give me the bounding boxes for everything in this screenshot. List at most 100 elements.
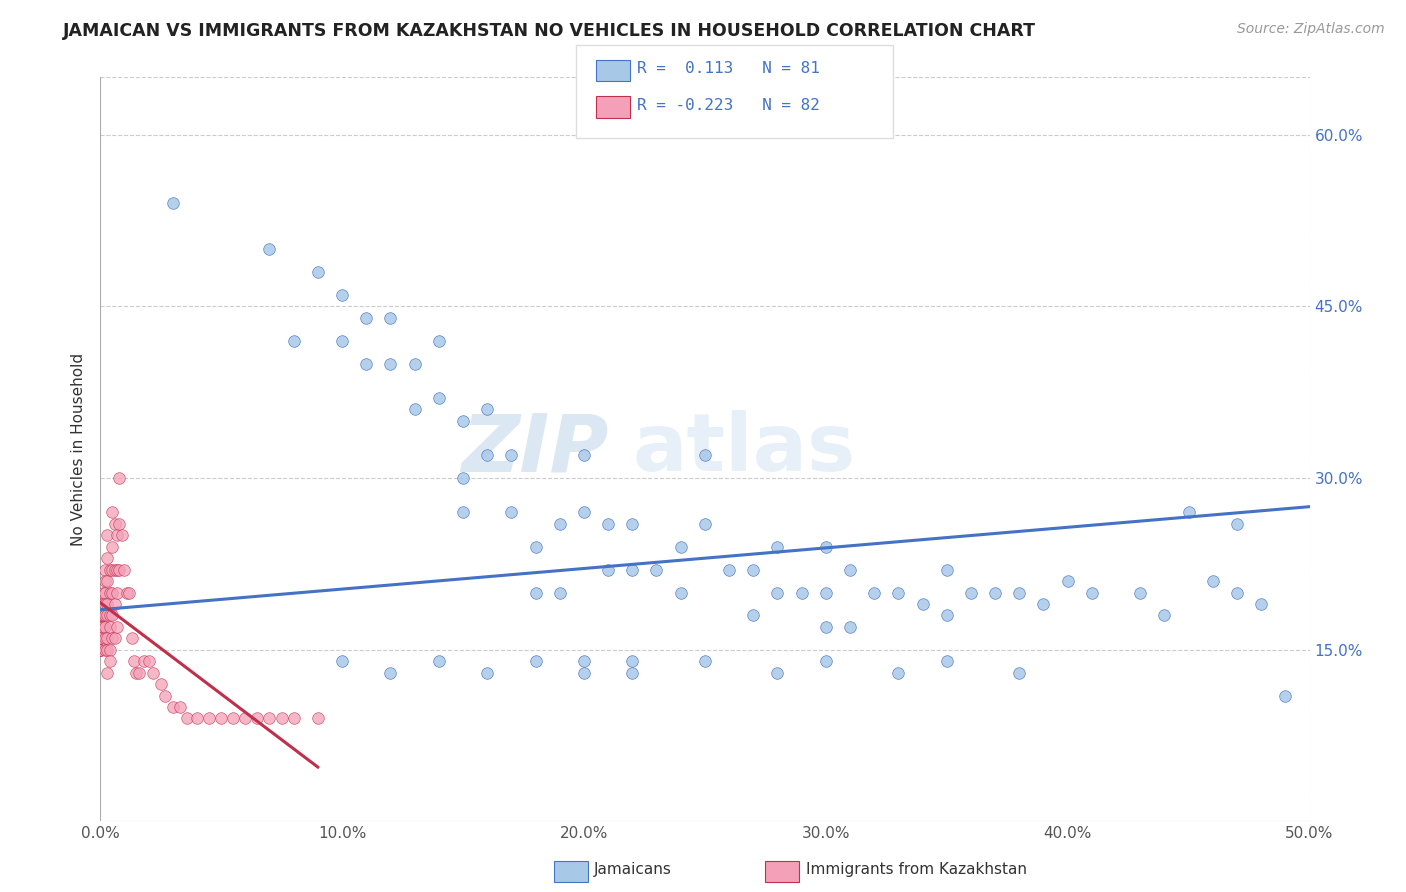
Point [645,563,668,577]
Point [89,642,111,657]
Point [669,585,692,599]
Point [89,632,111,646]
Point [307,265,329,279]
Point [105,620,128,634]
Point [451,471,474,485]
Point [1177,505,1199,519]
Point [572,448,595,462]
Point [96,597,118,611]
Point [162,196,184,211]
Point [330,334,353,348]
Point [105,528,128,542]
Point [1250,597,1272,611]
Y-axis label: No Vehicles in Household: No Vehicles in Household [72,353,86,546]
Point [766,585,789,599]
Point [162,700,184,714]
Point [427,334,450,348]
Point [96,528,118,542]
Point [94,585,117,599]
Point [89,642,111,657]
Point [94,632,117,646]
Point [1129,585,1152,599]
Point [91,597,114,611]
Point [1226,516,1249,531]
Point [111,528,134,542]
Point [404,402,426,417]
Point [451,414,474,428]
Point [155,689,177,703]
Text: ZIP: ZIP [461,410,607,489]
Point [911,597,934,611]
Point [94,574,117,588]
Point [572,654,595,668]
Point [176,711,198,725]
Point [935,654,957,668]
Point [839,620,862,634]
Point [669,540,692,554]
Point [94,608,117,623]
Point [89,608,111,623]
Point [259,242,281,256]
Point [1274,689,1296,703]
Point [1032,597,1054,611]
Point [259,711,281,725]
Point [96,632,118,646]
Point [89,632,111,646]
Point [960,585,983,599]
Point [524,654,547,668]
Point [621,665,644,680]
Point [98,608,121,623]
Point [94,563,117,577]
Point [814,585,837,599]
Point [142,665,165,680]
Point [246,711,269,725]
Point [122,654,145,668]
Point [524,585,547,599]
Point [742,608,765,623]
Point [1008,665,1031,680]
Point [118,585,141,599]
Point [96,608,118,623]
Point [330,654,353,668]
Point [475,448,498,462]
Text: JAMAICAN VS IMMIGRANTS FROM KAZAKHSTAN NO VEHICLES IN HOUSEHOLD CORRELATION CHAR: JAMAICAN VS IMMIGRANTS FROM KAZAKHSTAN N… [63,22,1036,40]
Point [98,620,121,634]
Point [572,665,595,680]
Point [501,448,523,462]
Point [718,563,741,577]
Point [572,505,595,519]
Point [198,711,221,725]
Point [89,620,111,634]
Point [863,585,886,599]
Point [91,608,114,623]
Point [524,540,547,554]
Point [104,563,127,577]
Point [94,642,117,657]
Point [935,608,957,623]
Point [89,632,111,646]
Point [209,711,232,725]
Point [105,563,128,577]
Point [91,620,114,634]
Point [814,654,837,668]
Point [330,288,353,302]
Point [96,665,118,680]
Point [814,620,837,634]
Point [89,620,111,634]
Point [354,357,377,371]
Point [96,551,118,566]
Text: Immigrants from Kazakhstan: Immigrants from Kazakhstan [806,863,1026,877]
Point [596,516,619,531]
Point [138,654,160,668]
Point [380,665,402,680]
Point [693,516,716,531]
Point [149,677,172,691]
Point [104,516,127,531]
Point [501,505,523,519]
Point [814,540,837,554]
Point [115,585,138,599]
Point [101,585,124,599]
Point [1056,574,1078,588]
Text: Jamaicans: Jamaicans [593,863,671,877]
Point [596,563,619,577]
